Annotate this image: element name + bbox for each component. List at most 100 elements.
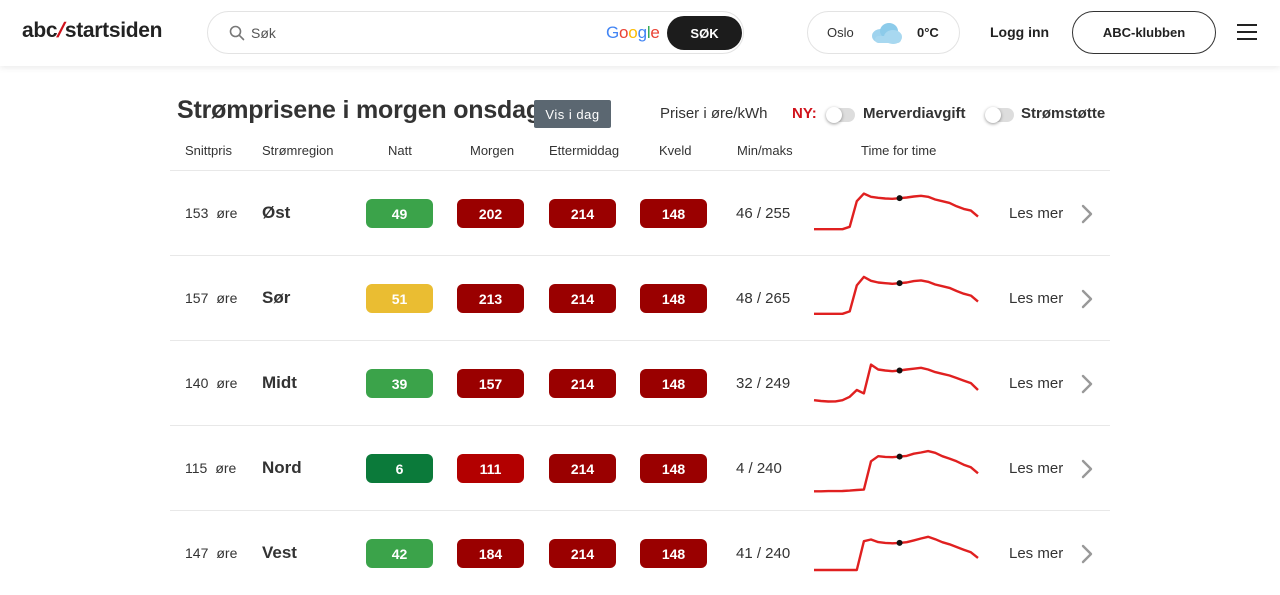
column-header-hourly: Time for time [861, 143, 937, 158]
region-name: Midt [262, 373, 297, 392]
support-toggle-label: Strømstøtte [1021, 105, 1106, 122]
weather-temperature: 0°C [917, 25, 939, 40]
vat-toggle-label: Merverdiavgift [863, 105, 966, 122]
sparkline-path [814, 275, 979, 315]
read-more-link[interactable]: Les mer [1009, 375, 1064, 392]
read-more-link[interactable]: Les mer [1009, 290, 1064, 307]
average-price-unit: øre [216, 545, 238, 561]
column-header-average: Snittpris [185, 143, 232, 158]
google-logo-letter: o [619, 23, 629, 42]
average-price-value: 147 [185, 545, 209, 561]
vat-toggle[interactable] [826, 107, 855, 123]
price-badge-ettermiddag: 214 [549, 284, 616, 313]
table-row[interactable]: 153 øre Øst 49 202 214 148 46 / 255 Les mer [170, 170, 1110, 255]
hourly-price-sparkline [814, 535, 979, 572]
average-price: 157 øre [185, 290, 237, 306]
average-price: 153 øre [185, 205, 237, 221]
column-header-evening: Kveld [659, 143, 692, 158]
google-logo: Google [606, 23, 660, 43]
sparkline-path [814, 192, 979, 231]
column-header-morning: Morgen [470, 143, 515, 158]
table-row[interactable]: 115 øre Nord 6 111 214 148 4 / 240 Les mer [170, 425, 1110, 510]
price-badge-kveld: 148 [640, 454, 707, 483]
region-name: Vest [262, 543, 297, 562]
min-max-value: 41 / 240 [736, 545, 791, 562]
price-badge-kveld: 148 [640, 539, 707, 568]
search-bar: Google SØK [207, 11, 744, 54]
average-price-value: 140 [185, 375, 209, 391]
current-hour-marker [896, 280, 903, 287]
price-badge-natt: 39 [366, 369, 433, 398]
table-row[interactable]: 147 øre Vest 42 184 214 148 41 / 240 Les mer [170, 510, 1110, 595]
chevron-right-icon[interactable] [1080, 204, 1094, 224]
region-name: Nord [262, 458, 302, 477]
price-badge-ettermiddag: 214 [549, 539, 616, 568]
column-header-minmax: Min/maks [737, 143, 793, 158]
read-more-link[interactable]: Les mer [1009, 545, 1064, 562]
abc-club-button[interactable]: ABC-klubben [1072, 11, 1216, 54]
current-hour-marker [896, 195, 903, 202]
chevron-right-icon[interactable] [1080, 459, 1094, 479]
current-hour-marker [896, 453, 903, 460]
price-badge-natt: 49 [366, 199, 433, 228]
support-toggle[interactable] [985, 107, 1014, 123]
average-price: 147 øre [185, 545, 237, 561]
average-price-unit: øre [216, 290, 238, 306]
hourly-price-sparkline [813, 363, 979, 403]
hourly-price-sparkline [814, 192, 979, 231]
region-name: Øst [262, 203, 291, 222]
price-badge-natt: 42 [366, 539, 433, 568]
chevron-right-icon[interactable] [1080, 289, 1094, 309]
weather-city: Oslo [827, 25, 854, 40]
show-today-button[interactable]: Vis i dag [534, 100, 611, 128]
table-row[interactable]: 140 øre Midt 39 157 214 148 32 / 249 Les mer [170, 340, 1110, 425]
average-price-unit: øre [215, 460, 237, 476]
region-name: Sør [262, 288, 291, 307]
unit-label: Priser i øre/kWh [660, 105, 768, 122]
average-price-value: 115 [185, 460, 208, 476]
search-icon [229, 25, 245, 41]
chevron-right-icon[interactable] [1080, 374, 1094, 394]
sparkline-path [813, 363, 979, 403]
search-input[interactable] [251, 23, 551, 43]
average-price-value: 153 [185, 205, 209, 221]
cloud-icon [872, 23, 902, 44]
price-badge-ettermiddag: 214 [549, 454, 616, 483]
page-title: Strømprisene i morgen onsdag [177, 96, 541, 124]
logo-text-right: startsiden [64, 19, 163, 42]
site-logo[interactable]: abc/startsiden [22, 19, 163, 43]
price-badge-morgen: 157 [457, 369, 524, 398]
login-link[interactable]: Logg inn [990, 24, 1050, 40]
price-badge-natt: 6 [366, 454, 433, 483]
column-header-region: Strømregion [262, 143, 334, 158]
min-max-value: 4 / 240 [736, 460, 782, 477]
min-max-value: 32 / 249 [736, 375, 791, 392]
average-price: 140 øre [185, 375, 237, 391]
weather-widget[interactable]: Oslo 0°C [807, 11, 960, 54]
min-max-value: 46 / 255 [736, 205, 791, 222]
site-header: abc/startsiden Google SØK Oslo 0°C Logg … [0, 0, 1280, 66]
price-badge-morgen: 202 [457, 199, 524, 228]
read-more-link[interactable]: Les mer [1009, 205, 1064, 222]
min-max-value: 48 / 265 [736, 290, 791, 307]
current-hour-marker [896, 539, 903, 546]
chevron-right-icon[interactable] [1080, 544, 1094, 564]
sparkline-path [814, 449, 979, 493]
search-button[interactable]: SØK [667, 16, 742, 50]
sparkline-path [814, 535, 979, 572]
new-label: NY: [792, 105, 817, 122]
read-more-link[interactable]: Les mer [1009, 460, 1064, 477]
logo-text-left: abc [22, 19, 58, 42]
price-badge-morgen: 184 [457, 539, 524, 568]
column-header-afternoon: Ettermiddag [549, 143, 620, 158]
average-price-unit: øre [216, 205, 238, 221]
price-badge-kveld: 148 [640, 369, 707, 398]
price-badge-kveld: 148 [640, 199, 707, 228]
price-badge-ettermiddag: 214 [549, 199, 616, 228]
google-logo-letter: o [628, 23, 638, 42]
table-row[interactable]: 157 øre Sør 51 213 214 148 48 / 265 Les mer [170, 255, 1110, 340]
price-badge-ettermiddag: 214 [549, 369, 616, 398]
average-price-unit: øre [216, 375, 238, 391]
hamburger-menu-icon[interactable] [1237, 24, 1257, 41]
google-logo-letter: l [646, 23, 651, 42]
